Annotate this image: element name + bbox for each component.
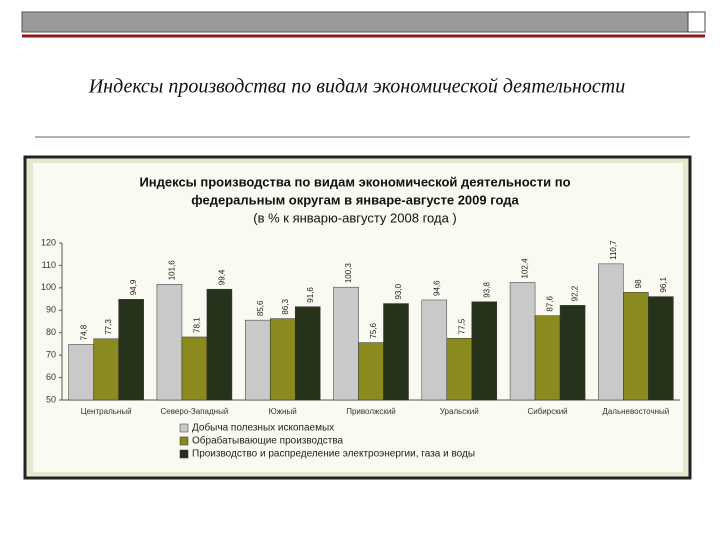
legend-swatch: [179, 423, 189, 433]
value-label: 91,6: [306, 287, 315, 303]
legend-label: Обрабатывающие производства: [192, 435, 344, 447]
legend-label: Добыча полезных ископаемых: [192, 422, 334, 434]
x-tick-label: Центральный: [81, 407, 132, 416]
x-tick-label: Дальневосточный: [602, 407, 669, 416]
bar: [269, 318, 296, 401]
y-tick-label: 90: [46, 305, 56, 315]
chart-subtitle: (в % к январю-августу 2008 года ): [253, 210, 456, 225]
value-label: 86,3: [281, 298, 290, 314]
bar: [206, 288, 233, 401]
y-tick-label: 100: [41, 282, 56, 292]
value-label: 101,6: [168, 260, 177, 281]
bar: [294, 306, 321, 401]
bar: [181, 336, 208, 401]
header-bar: [21, 11, 689, 33]
y-tick-label: 110: [42, 260, 56, 270]
bar: [118, 299, 144, 401]
bar: [244, 319, 271, 401]
bar: [333, 286, 359, 401]
bar: [68, 344, 94, 401]
value-label: 96,1: [659, 276, 668, 292]
value-label: 78,1: [193, 317, 202, 333]
legend-label: Производство и распределение электроэнер…: [192, 449, 475, 460]
bar: [534, 315, 561, 401]
value-label: 99,4: [218, 269, 227, 285]
chart-title: федеральным округам в январе-августе 200…: [191, 192, 519, 207]
value-label: 110,7: [609, 240, 618, 260]
y-tick-label: 120: [41, 237, 56, 247]
x-tick-label: Южный: [269, 407, 297, 416]
value-label: 75,6: [369, 322, 378, 338]
bar: [623, 292, 649, 401]
bar: [559, 305, 586, 401]
x-tick-label: Северо-Западный: [161, 407, 229, 416]
bar: [648, 296, 674, 401]
value-label: 93,8: [482, 282, 491, 298]
slide-title: Индексы производства по видам экономичес…: [88, 76, 626, 98]
value-label: 98: [634, 279, 643, 288]
x-tick-label: Уральский: [440, 407, 479, 416]
x-tick-label: Сибирский: [527, 407, 567, 416]
legend-swatch: [179, 436, 189, 446]
value-label: 100,3: [344, 263, 353, 284]
bar: [471, 301, 498, 401]
value-label: 94,9: [129, 279, 138, 295]
legend-swatch: [179, 449, 189, 459]
y-tick-label: 70: [46, 350, 56, 360]
value-label: 87,6: [546, 296, 555, 312]
chart-title: Индексы производства по видам экономичес…: [139, 174, 570, 189]
y-tick-label: 60: [46, 372, 56, 382]
value-label: 77,3: [104, 319, 113, 335]
value-label: 102,4: [521, 258, 530, 279]
value-label: 94,6: [432, 280, 441, 296]
y-tick-label: 80: [46, 327, 56, 337]
y-tick-label: 50: [46, 394, 56, 404]
value-label: 74,8: [79, 324, 88, 340]
value-label: 92,2: [571, 285, 580, 301]
x-tick-label: Приволжский: [346, 407, 396, 416]
value-label: 77,5: [457, 318, 466, 334]
bar: [446, 338, 473, 401]
bar: [421, 299, 448, 401]
bar: [358, 342, 384, 401]
bar: [156, 284, 183, 401]
bar: [598, 263, 624, 401]
bar: [383, 303, 409, 401]
bar: [509, 282, 536, 401]
header-square: [687, 11, 706, 33]
bar: [93, 338, 119, 401]
value-label: 85,6: [256, 300, 265, 316]
value-label: 93,0: [394, 283, 403, 299]
